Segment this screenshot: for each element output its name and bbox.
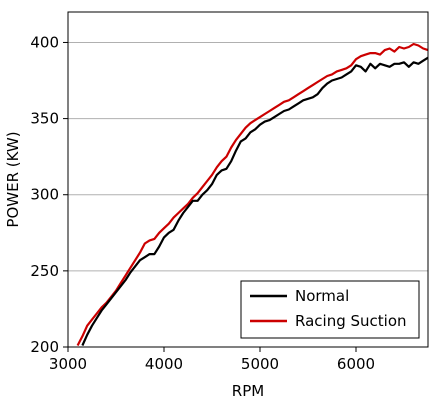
- series-line-normal: [81, 56, 429, 346]
- y-tick-label: 400: [30, 33, 59, 51]
- x-tick-label: 4000: [145, 355, 183, 373]
- x-axis-ticks: 3000 4000 5000 6000: [49, 347, 375, 373]
- y-tick-label: 250: [30, 262, 59, 280]
- x-axis-title: RPM: [232, 382, 264, 400]
- plot-frame: [67, 11, 429, 348]
- x-tick-label: 3000: [49, 355, 87, 373]
- legend-box: [240, 280, 420, 339]
- y-tick-label: 300: [30, 186, 59, 204]
- y-tick-label: 200: [30, 338, 59, 356]
- plot-series: [76, 42, 429, 347]
- series-line-racing-suction: [76, 42, 429, 347]
- y-axis-title: POWER (KW): [4, 131, 22, 227]
- legend: Normal Racing Suction: [240, 280, 420, 339]
- legend-label: Normal: [295, 287, 349, 305]
- x-tick-label: 5000: [241, 355, 279, 373]
- y-axis-ticks: 200 250 300 350 400: [30, 33, 68, 356]
- y-tick-label: 350: [30, 110, 59, 128]
- x-tick-label: 6000: [337, 355, 375, 373]
- legend-label: Racing Suction: [295, 312, 407, 330]
